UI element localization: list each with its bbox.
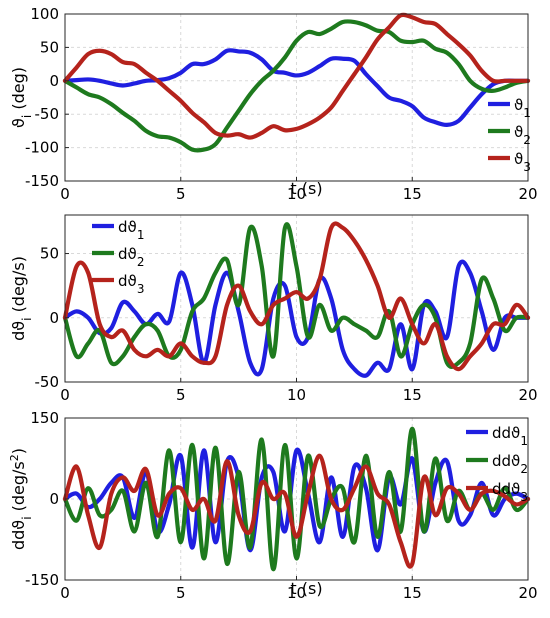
y-tick-label: -150 — [25, 571, 59, 589]
y-axis-label: ddϑi (deg/s2) — [8, 448, 35, 550]
x-tick-label: 15 — [403, 185, 422, 203]
x-axis-label: t (s) — [290, 579, 322, 598]
y-tick-label: 50 — [40, 245, 59, 263]
legend-label-2: dϑ2 — [118, 245, 144, 269]
x-tick-label: 20 — [518, 584, 537, 602]
x-tick-label: 10 — [287, 386, 306, 404]
y-axis-label: dϑi (deg/s) — [9, 256, 34, 341]
legend-label-2: ϑ2 — [514, 123, 531, 147]
x-tick-label: 10 — [287, 584, 306, 602]
series-line-3 — [62, 221, 531, 372]
x-tick-label: 20 — [518, 185, 537, 203]
y-tick-label: 0 — [49, 490, 59, 508]
series-line-1 — [62, 259, 531, 378]
x-tick-label: 15 — [403, 386, 422, 404]
y-axis-label-group: dϑi (deg/s) — [9, 256, 34, 341]
legend-label-3: ϑ3 — [514, 150, 531, 174]
y-tick-label: 0 — [49, 72, 59, 90]
panel-1: 0 5 10 15 20 -150 -100 -50 0 50 100 t (s) ϑi (deg) ϑ1… — [9, 5, 538, 203]
series-line-2 — [62, 19, 531, 153]
series-line-1 — [62, 48, 531, 127]
y-axis-label: ϑi (deg) — [9, 67, 34, 128]
y-axis-label-group: ϑi (deg) — [9, 67, 34, 128]
series-line-2 — [62, 222, 531, 369]
y-tick-label: -50 — [35, 105, 60, 123]
legend-label-1: dϑ1 — [118, 218, 144, 242]
y-tick-label: 100 — [30, 5, 59, 23]
y-tick-label: 0 — [49, 309, 59, 327]
x-tick-label: 5 — [176, 185, 186, 203]
series-line-3 — [62, 12, 531, 140]
x-tick-label: 0 — [60, 386, 70, 404]
legend-label-3: ddϑ3 — [492, 480, 528, 504]
y-tick-label: -50 — [35, 373, 60, 391]
y-tick-label: -150 — [25, 172, 59, 190]
x-tick-label: 20 — [518, 386, 537, 404]
y-axis-label-group: ddϑi (deg/s2) — [8, 448, 35, 550]
series-line-2 — [62, 426, 531, 572]
x-axis-label: t (s) — [290, 179, 322, 198]
x-tick-label: 10 — [287, 185, 306, 203]
legend-label-1: ddϑ1 — [492, 424, 528, 448]
legend-label-2: ddϑ2 — [492, 452, 528, 476]
x-tick-label: 5 — [176, 386, 186, 404]
x-tick-label: 0 — [60, 584, 70, 602]
y-tick-label: 150 — [30, 409, 59, 427]
x-tick-label: 0 — [60, 185, 70, 203]
y-tick-label: -100 — [25, 139, 59, 157]
series-line-3 — [62, 453, 531, 569]
x-tick-label: 15 — [403, 584, 422, 602]
y-tick-label: 50 — [40, 38, 59, 56]
legend-label-3: dϑ3 — [118, 272, 144, 296]
x-tick-label: 5 — [176, 584, 186, 602]
legend-label-1: ϑ1 — [514, 96, 531, 120]
